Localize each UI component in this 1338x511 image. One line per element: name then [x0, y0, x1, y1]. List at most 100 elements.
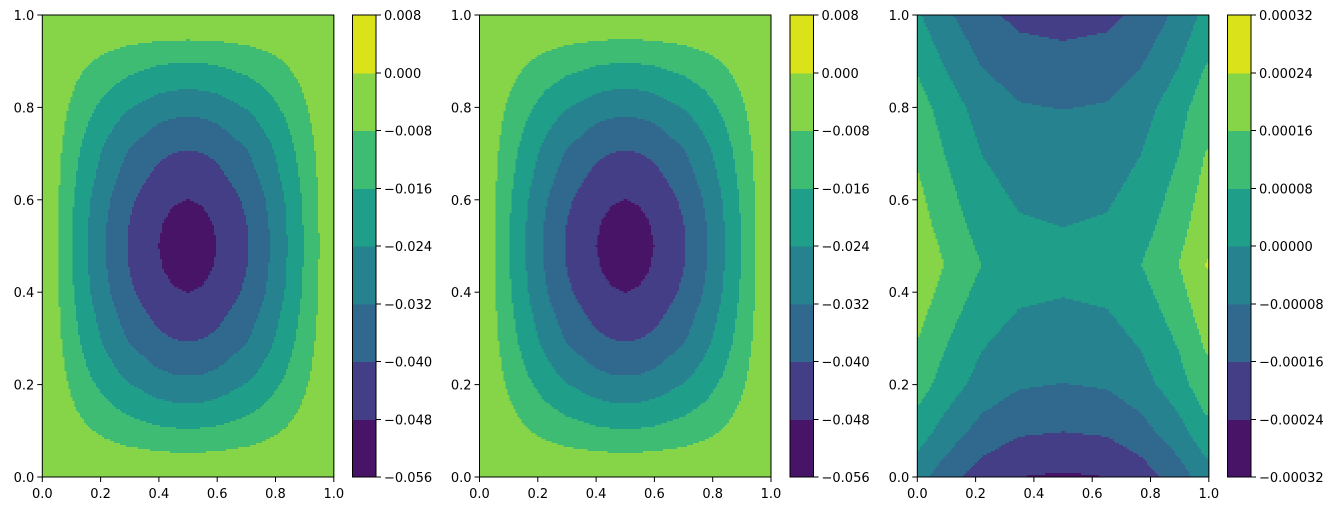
contour-band-cell — [705, 273, 724, 276]
contour-band-cell — [128, 251, 161, 254]
contour-band-cell — [933, 43, 970, 46]
contour-band-cell — [551, 185, 582, 188]
contour-band-cell — [261, 301, 283, 304]
contour-band-cell — [925, 23, 960, 26]
contour-band-cell — [675, 295, 702, 298]
contour-band-cell — [479, 411, 517, 414]
contour-band-cell — [543, 231, 566, 234]
contour-band-cell — [975, 245, 1150, 248]
contour-band-cell — [166, 91, 211, 94]
contour-band-cell — [519, 345, 542, 348]
contour-band-cell — [735, 165, 754, 168]
contour-band-cell — [42, 61, 93, 64]
contour-band-cell — [547, 293, 574, 296]
contour-band-cell — [927, 207, 962, 210]
contour-band-cell — [42, 383, 69, 386]
contour-band-cell — [725, 259, 742, 262]
contour-band-cell — [108, 279, 133, 282]
contour-band-cell — [1160, 99, 1194, 102]
contour-band-cell — [1118, 323, 1168, 326]
contour-band-cell — [961, 97, 1016, 100]
contour-band-cell — [1106, 389, 1162, 392]
contour-band-cell — [1029, 387, 1098, 390]
contour-band-cell — [741, 249, 756, 252]
contour-band-cell — [277, 321, 299, 324]
contour-band-cell — [597, 237, 654, 240]
contour-band-cell — [58, 231, 73, 234]
contour-band-cell — [725, 365, 750, 368]
contour-band-cell — [691, 163, 716, 166]
contour-band-cell — [1192, 309, 1210, 312]
contour-band-cell — [725, 247, 742, 250]
contour-band-cell — [126, 153, 173, 156]
contour-band-cell — [74, 85, 115, 88]
contour-band-cell — [517, 341, 540, 344]
contour-band-cell — [479, 259, 497, 262]
contour-band-cell — [108, 281, 133, 284]
contour-band-cell — [287, 237, 305, 240]
contour-band-cell — [719, 183, 738, 186]
contour-band-cell — [705, 277, 724, 280]
contour-band-cell — [1202, 343, 1210, 346]
contour-band-cell — [479, 431, 533, 434]
contour-band-cell — [935, 289, 972, 292]
contour-band-cell — [1188, 109, 1210, 112]
contour-band-cell — [279, 311, 301, 314]
contour-band-cell — [943, 353, 982, 356]
contour-band-cell — [569, 209, 610, 212]
contour-band-cell — [559, 163, 596, 166]
contour-band-cell — [299, 305, 319, 308]
contour-band-cell — [613, 117, 638, 120]
contour-band-cell — [283, 113, 311, 116]
contour-band-cell — [265, 207, 287, 210]
contour-band-cell — [247, 257, 271, 260]
contour-band-cell — [511, 191, 531, 194]
contour-band-cell — [611, 205, 640, 208]
contour-band-cell — [74, 201, 91, 204]
contour-band-cell — [693, 169, 718, 172]
contour-band-cell — [60, 333, 79, 336]
contour-band-cell — [128, 75, 249, 78]
contour-band-cell — [235, 139, 271, 142]
contour-band-cell — [497, 333, 519, 336]
contour-band-cell — [495, 279, 513, 282]
contour-band-cell — [917, 337, 950, 340]
contour-band-cell — [253, 167, 279, 170]
contour-band-cell — [166, 333, 211, 336]
contour-band-cell — [269, 241, 289, 244]
contour-band-cell — [303, 249, 321, 252]
contour-band-cell — [479, 93, 511, 96]
contour-band-cell — [695, 315, 718, 318]
contour-band-cell — [917, 375, 936, 378]
contour-band-cell — [749, 121, 772, 124]
contour-band-cell — [601, 221, 650, 224]
contour-band-cell — [917, 227, 934, 230]
contour-band-cell — [42, 195, 59, 198]
colorbar-tick-label: −0.008 — [822, 125, 870, 140]
contour-band-cell — [507, 99, 538, 102]
contour-band-cell — [42, 187, 59, 190]
contour-band-cell — [124, 331, 163, 334]
contour-band-cell — [257, 173, 281, 176]
contour-band-cell — [975, 135, 1148, 138]
contour-band-cell — [1190, 219, 1210, 222]
contour-band-cell — [615, 339, 636, 342]
contour-band-cell — [661, 363, 700, 366]
contour-band-cell — [76, 311, 95, 314]
contour-band-cell — [265, 439, 335, 442]
contour-band-cell — [112, 129, 151, 132]
contour-band-cell — [741, 263, 756, 266]
contour-band-cell — [1202, 345, 1210, 348]
contour-band-cell — [921, 15, 954, 18]
contour-band-cell — [479, 157, 499, 160]
contour-band-cell — [479, 35, 772, 38]
contour-band-cell — [295, 413, 335, 416]
contour-band-cell — [735, 171, 754, 174]
contour-band-cell — [917, 197, 926, 200]
contour-band-cell — [301, 269, 319, 272]
contour-band-cell — [1011, 199, 1116, 202]
contour-band-cell — [311, 359, 335, 362]
contour-band-cell — [501, 363, 525, 366]
contour-band-cell — [1186, 377, 1210, 380]
contour-band-cell — [210, 157, 253, 160]
